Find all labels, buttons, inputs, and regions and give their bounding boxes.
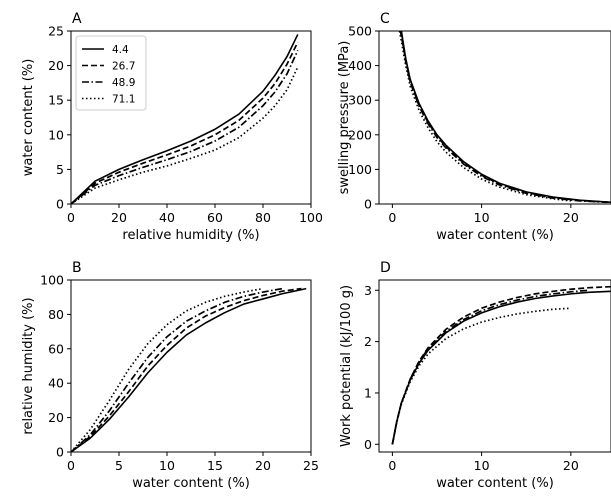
- panel-d-x-tick-label: 10: [474, 458, 490, 473]
- panel-a-y-tick-label: 5: [56, 162, 64, 177]
- panel-a-x-tick-label: 60: [207, 210, 223, 225]
- panel-a-x-tick-label: 40: [159, 210, 175, 225]
- panel-d-axes-frame: [379, 280, 611, 452]
- panel-d-x-tick-label: 0: [388, 458, 396, 473]
- legend-entry-label: 71.1: [112, 94, 135, 106]
- panel-a-y-tick-label: 0: [56, 197, 64, 212]
- panel-c-x-tick-label: 0: [388, 210, 396, 225]
- panel-a-x-axis-label: relative humidity (%): [122, 228, 259, 243]
- panel-b-y-tick-label: 40: [48, 376, 64, 391]
- panel-a-y-tick-label: 15: [48, 93, 64, 108]
- legend-entry-label: 48.9: [112, 77, 135, 89]
- panel-a-x-tick-label: 100: [299, 210, 323, 225]
- panel-a-legend: 4.4 26.7 48.9 71.1: [76, 36, 146, 110]
- panel-b-y-tick-label: 20: [48, 410, 64, 425]
- panel-b-letter: B: [72, 260, 82, 276]
- panel-d-series-26-7-line: [392, 287, 611, 445]
- panel-c-letter: C: [380, 11, 390, 27]
- panel-c-axes-frame: [379, 31, 611, 204]
- panel-c-y-tick-label: 500: [348, 24, 372, 39]
- panel-d-y-axis-label: Work potential (kJ/100 g): [339, 285, 354, 447]
- panel-c-y-axis-label: swelling pressure (MPa): [337, 41, 352, 195]
- panel-b-x-tick-label: 15: [207, 458, 223, 473]
- panel-d-series-48-9-line: [392, 290, 588, 444]
- panel-a-x-tick-label: 0: [67, 210, 75, 225]
- panel-b-series-71-1-line: [71, 289, 263, 452]
- panel-a-letter: A: [72, 11, 82, 27]
- panel-b-y-tick-label: 80: [48, 307, 64, 322]
- panel-d-x-axis-label: water content (%): [436, 476, 554, 491]
- panel-d-y-tick-label: 0: [364, 437, 372, 452]
- panel-a-x-tick-label: 80: [255, 210, 271, 225]
- panel-d-x-tick-label: 20: [563, 458, 579, 473]
- panel-b-y-axis-label: relative humidity (%): [21, 297, 36, 434]
- panel-b-x-tick-label: 25: [303, 458, 319, 473]
- panel-a-y-tick-label: 20: [48, 58, 64, 73]
- panel-b-y-tick-label: 60: [48, 341, 64, 356]
- panel-b: 0 5 10 15 20 25 0 20 40 60 80 100 water content (%) r…: [21, 260, 319, 491]
- panel-b-y-tick-label: 100: [40, 273, 64, 288]
- panel-a: 0 20 40 60 80 100 0 5 10 15 20 25 relative humidity …: [21, 11, 323, 243]
- legend-entry-label: 4.4: [112, 44, 129, 56]
- panel-b-x-axis-label: water content (%): [132, 476, 250, 491]
- panel-b-series-48-9-line: [71, 289, 282, 452]
- panel-c-y-tick-label: 0: [364, 197, 372, 212]
- panel-d-series-4-4-line: [392, 291, 611, 444]
- panel-d-y-tick-label: 1: [364, 385, 372, 400]
- panel-c-series-48-9-line: [401, 31, 606, 202]
- panel-a-y-tick-label: 25: [48, 24, 64, 39]
- panel-b-x-tick-label: 0: [67, 458, 75, 473]
- panel-c-series-4-4-line: [401, 31, 611, 202]
- panel-b-series-4-4-line: [71, 289, 306, 452]
- legend-entry-label: 26.7: [112, 61, 135, 73]
- panel-d-y-tick-label: 3: [364, 283, 372, 298]
- panel-d-series-71-1-line: [392, 308, 570, 444]
- panel-c-x-axis-label: water content (%): [436, 228, 554, 243]
- panel-b-x-tick-label: 10: [159, 458, 175, 473]
- panel-b-series-26-7-line: [71, 289, 301, 452]
- panel-d-y-tick-label: 2: [364, 334, 372, 349]
- panel-c-x-tick-label: 20: [563, 210, 579, 225]
- panel-b-x-tick-label: 20: [255, 458, 271, 473]
- panel-a-x-tick-label: 20: [111, 210, 127, 225]
- panel-c-x-tick-label: 10: [474, 210, 490, 225]
- panel-b-x-tick-label: 5: [115, 458, 123, 473]
- panel-b-y-tick-label: 0: [56, 445, 64, 460]
- panel-c-series-26-7-line: [400, 31, 611, 202]
- panel-d-letter: D: [380, 260, 391, 276]
- panel-a-y-tick-label: 10: [48, 127, 64, 142]
- panel-a-y-axis-label: water content (%): [21, 59, 36, 177]
- panel-b-axes-frame: [71, 280, 311, 452]
- panel-d: 0 10 20 0 1 2 3 water content (%) Work potential…: [339, 260, 611, 491]
